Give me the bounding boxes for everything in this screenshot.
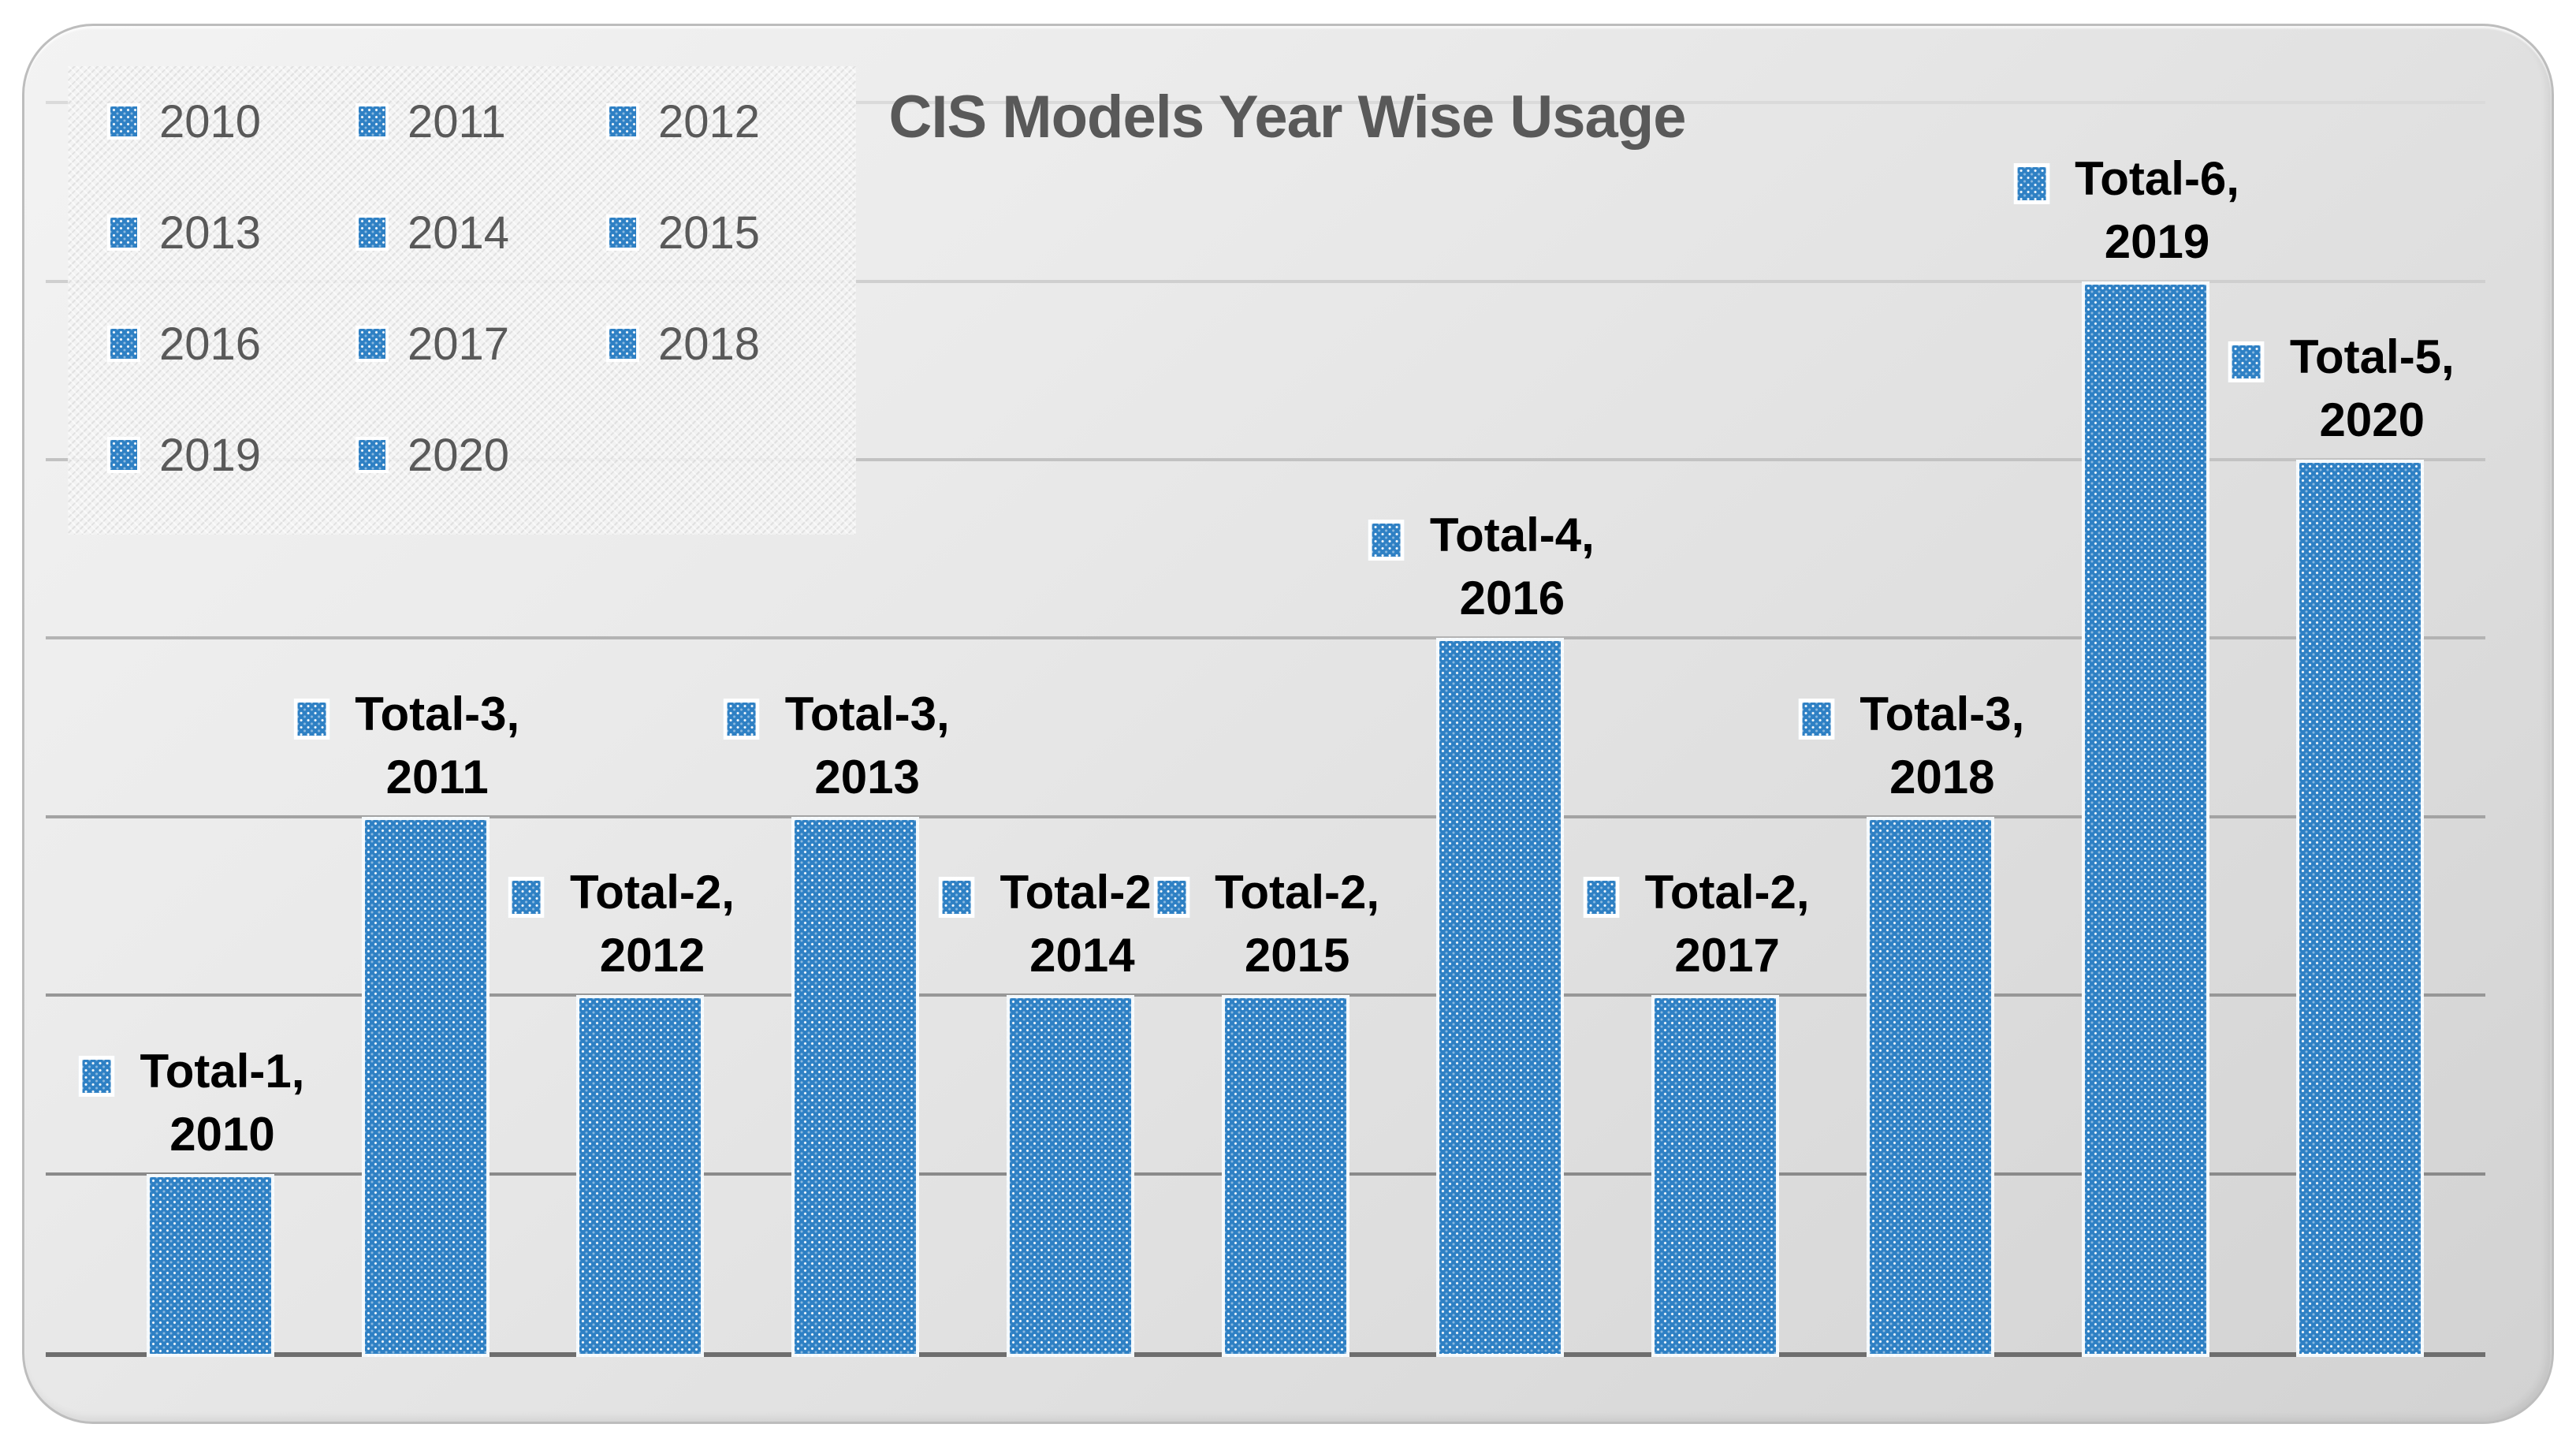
legend-key-icon xyxy=(356,103,389,140)
data-label-key-icon xyxy=(1583,877,1620,919)
legend-item-label: 2019 xyxy=(159,429,262,481)
data-label-line1: Total-1, xyxy=(140,1044,305,1098)
legend-item-2020[interactable]: 2020 xyxy=(356,429,606,481)
data-label-line1: Total-4, xyxy=(1429,509,1595,562)
gridline-4 xyxy=(46,636,2485,640)
legend-key-icon xyxy=(356,326,389,362)
bar-2017[interactable] xyxy=(1651,995,1780,1357)
data-label-key-icon xyxy=(2228,341,2265,382)
bar-2013[interactable] xyxy=(791,816,920,1357)
data-label-key-icon xyxy=(938,877,975,919)
gridline-3 xyxy=(46,814,2485,818)
data-label-key-icon xyxy=(1368,520,1405,561)
legend-box[interactable]: 2010 2011 2012 2013 2014 2015 2016 2017 2018 2019… xyxy=(68,66,856,535)
data-label-key-icon xyxy=(1798,698,1835,740)
data-label-line2: 2010 xyxy=(169,1107,275,1161)
legend-item-label: 2017 xyxy=(408,318,510,370)
legend-key-icon xyxy=(356,437,389,473)
data-label-line1: Total-3, xyxy=(1859,687,2025,740)
data-label-2016[interactable]: Total-4, 2016 xyxy=(1368,504,1595,630)
data-label-line1: Total-2, xyxy=(570,866,735,919)
data-label-line1: Total-6, xyxy=(2075,151,2239,205)
data-label-2015[interactable]: Total-2, 2015 xyxy=(1153,861,1380,987)
data-label-2013[interactable]: Total-3, 2013 xyxy=(723,683,950,809)
legend-item-label: 2020 xyxy=(408,429,510,481)
bar-2011[interactable] xyxy=(361,816,490,1357)
data-label-line2: 2019 xyxy=(2104,214,2210,268)
legend-key-icon xyxy=(107,437,140,473)
data-label-2019[interactable]: Total-6, 2019 xyxy=(2013,147,2239,274)
data-label-line1: Total-3, xyxy=(784,687,950,740)
data-label-line2: 2015 xyxy=(1244,929,1350,982)
data-label-line2: 2018 xyxy=(1889,750,1995,803)
legend-item-2015[interactable]: 2015 xyxy=(606,207,856,259)
legend-item-2011[interactable]: 2011 xyxy=(356,96,606,147)
data-label-line1: Total-2, xyxy=(1644,866,1810,919)
data-label-key-icon xyxy=(1153,877,1190,919)
bar-2015[interactable] xyxy=(1221,995,1349,1357)
data-label-key-icon xyxy=(723,698,760,740)
data-label-key-icon xyxy=(2013,162,2050,204)
legend-item-label: 2012 xyxy=(658,95,761,147)
legend-item-label: 2014 xyxy=(408,207,510,259)
data-label-key-icon xyxy=(508,877,545,919)
legend-key-icon xyxy=(606,103,639,140)
legend-item-2019[interactable]: 2019 xyxy=(107,429,356,481)
legend-item-2012[interactable]: 2012 xyxy=(606,96,856,147)
bar-2020[interactable] xyxy=(2296,460,2425,1357)
chart-area[interactable]: 2010 2011 2012 2013 2014 2015 2016 2017 2018 2019… xyxy=(22,24,2554,1424)
legend-item-label: 2013 xyxy=(159,207,262,259)
data-label-2018[interactable]: Total-3, 2018 xyxy=(1798,683,2025,809)
data-label-line2: 2014 xyxy=(1029,929,1135,982)
data-label-2017[interactable]: Total-2, 2017 xyxy=(1583,861,1810,987)
legend-key-icon xyxy=(107,326,140,362)
data-label-line2: 2013 xyxy=(814,750,920,803)
legend-item-label: 2015 xyxy=(658,207,761,259)
legend-item-2013[interactable]: 2013 xyxy=(107,207,356,259)
data-label-line2: 2020 xyxy=(2319,393,2425,446)
legend-item-label: 2010 xyxy=(159,95,262,147)
legend-item-2018[interactable]: 2018 xyxy=(606,318,856,370)
legend-item-2014[interactable]: 2014 xyxy=(356,207,606,259)
data-label-line2: 2012 xyxy=(599,929,705,982)
gridline-7 xyxy=(46,101,2485,105)
legend-key-icon xyxy=(606,214,639,251)
gridline-5 xyxy=(46,458,2485,461)
data-label-line2: 2017 xyxy=(1674,929,1780,982)
bar-2014[interactable] xyxy=(1006,995,1134,1357)
bar-2019[interactable] xyxy=(2081,281,2209,1357)
data-label-line1: Total-5, xyxy=(2289,330,2455,383)
data-label-key-icon xyxy=(293,698,330,740)
data-label-2010[interactable]: Total-1, 2010 xyxy=(78,1040,305,1166)
data-label-2014[interactable]: Total-2, 2014 xyxy=(938,861,1165,987)
legend-item-label: 2016 xyxy=(159,318,262,370)
data-label-line2: 2011 xyxy=(385,750,489,803)
legend-key-icon xyxy=(107,103,140,140)
legend-item-2017[interactable]: 2017 xyxy=(356,318,606,370)
legend-key-icon xyxy=(606,326,639,362)
bar-2010[interactable] xyxy=(147,1173,274,1357)
data-label-key-icon xyxy=(78,1055,115,1097)
legend-key-icon xyxy=(107,214,140,251)
legend-item-2010[interactable]: 2010 xyxy=(107,96,356,147)
data-label-2012[interactable]: Total-2, 2012 xyxy=(508,861,735,987)
legend-item-label: 2011 xyxy=(408,95,506,147)
gridline-6 xyxy=(46,279,2485,283)
data-label-line1: Total-3, xyxy=(355,687,520,740)
data-label-line1: Total-2, xyxy=(1215,866,1380,919)
bar-2016[interactable] xyxy=(1436,638,1565,1357)
legend-item-2016[interactable]: 2016 xyxy=(107,318,356,370)
bar-2012[interactable] xyxy=(576,995,705,1357)
data-label-2011[interactable]: Total-3, 2011 xyxy=(293,683,520,809)
bar-2018[interactable] xyxy=(1866,816,1994,1357)
legend-key-icon xyxy=(356,214,389,251)
legend-item-label: 2018 xyxy=(658,318,761,370)
data-label-line2: 2016 xyxy=(1459,572,1565,625)
data-label-line1: Total-2, xyxy=(1000,866,1165,919)
chart-title[interactable]: CIS Models Year Wise Usage xyxy=(888,84,1686,151)
data-label-2020[interactable]: Total-5, 2020 xyxy=(2228,326,2455,452)
